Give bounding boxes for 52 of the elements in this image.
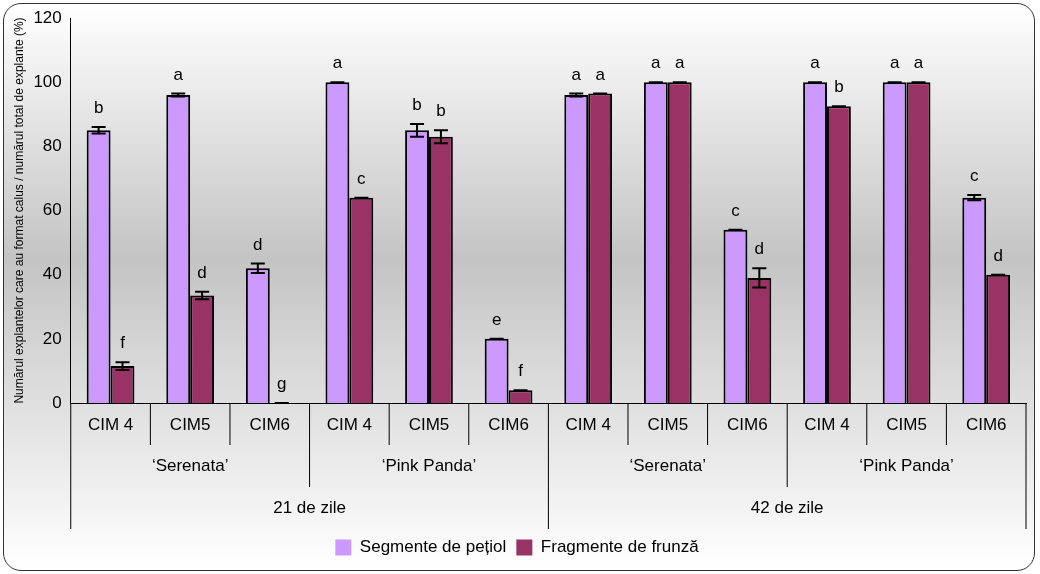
x-tick-label: CIM6 <box>965 414 1007 434</box>
data-label: a <box>173 64 184 84</box>
y-tick-label: 80 <box>42 136 62 156</box>
data-label: e <box>491 310 502 330</box>
text: 21 de zile <box>273 497 346 517</box>
y-tick-label: 20 <box>42 328 62 348</box>
legend-label: Segmente de pețiol <box>359 537 507 557</box>
y-tick-label: 40 <box>42 264 62 284</box>
x-tick-label: CIM5 <box>647 414 689 434</box>
data-label: a <box>913 53 924 73</box>
y-tick-label: 100 <box>33 71 62 91</box>
data-label: a <box>674 53 685 73</box>
data-label: b <box>93 98 104 118</box>
x-tick-label: CIM6 <box>727 414 768 434</box>
x-tick-label: CIM6 <box>249 414 291 434</box>
data-label: a <box>889 53 900 73</box>
data-label: c <box>357 168 367 188</box>
x-tick-label: CIM 4 <box>565 414 611 434</box>
data-label: d <box>197 262 207 282</box>
data-label: c <box>970 166 980 186</box>
y-tick-label: 60 <box>42 200 62 220</box>
data-label: a <box>332 53 343 73</box>
y-tick-label: 0 <box>52 392 62 412</box>
x-tick-label: CIM 4 <box>326 414 373 434</box>
text: 42 de zile <box>750 497 824 517</box>
data-label: a <box>810 53 821 73</box>
x-tick-label: CIM5 <box>169 414 211 434</box>
data-label: g <box>276 374 287 394</box>
data-label: a <box>651 53 662 73</box>
x-tick-label: CIM5 <box>886 414 927 434</box>
x-tick-label: CIM 4 <box>87 414 134 434</box>
data-label: f <box>120 333 126 353</box>
y-tick-label: 120 <box>33 7 62 27</box>
legend-label: Fragmente de frunză <box>540 537 700 557</box>
data-label: b <box>834 77 844 97</box>
data-label: a <box>595 64 606 84</box>
text: ‘Serenata’ <box>151 455 229 475</box>
text: ‘Pink Panda’ <box>859 455 954 475</box>
data-label: d <box>993 245 1003 265</box>
data-label: b <box>436 101 446 121</box>
data-label: f <box>518 361 524 381</box>
x-tick-label: CIM6 <box>488 414 529 434</box>
y-axis-title: Numărul explantelor care au format calus / numărul total de explante (%) <box>11 17 26 404</box>
x-tick-label: CIM 4 <box>804 414 850 434</box>
data-label: d <box>253 234 263 254</box>
data-label: b <box>412 95 422 115</box>
text: ‘Serenata’ <box>629 455 707 475</box>
data-label: a <box>571 64 582 84</box>
data-label: d <box>754 239 765 259</box>
data-label: c <box>731 200 741 220</box>
x-tick-label: CIM5 <box>408 414 450 434</box>
text: ‘Pink Panda’ <box>381 455 477 475</box>
